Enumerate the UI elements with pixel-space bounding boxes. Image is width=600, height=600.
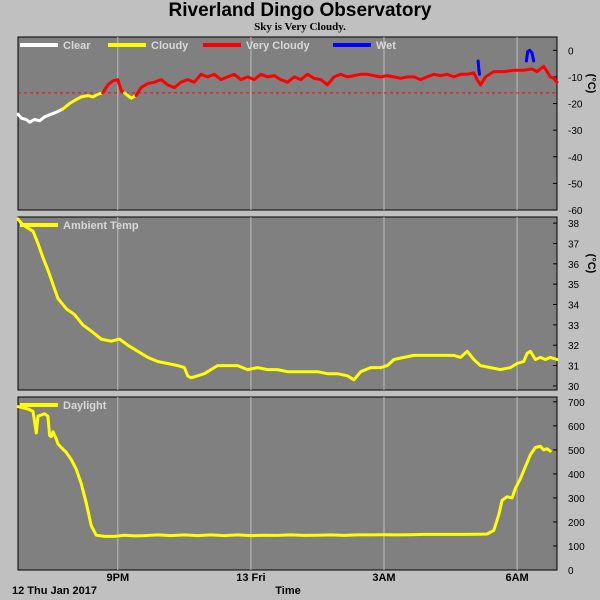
plot-area	[17, 36, 558, 211]
y-tick-label: 700	[568, 398, 585, 409]
plot-area	[17, 216, 558, 391]
legend-label: Wet	[376, 40, 396, 52]
y-axis-label: (°C)	[585, 254, 597, 274]
series-line-very-cloudy	[134, 64, 559, 98]
y-tick-label: -50	[568, 179, 583, 190]
series-line-ambient-temp	[16, 217, 559, 382]
chart-title: Riverland Dingo Observatory	[168, 0, 432, 21]
legend-label: Very Cloudy	[246, 40, 310, 52]
plot-area	[17, 396, 558, 571]
date-label: 12 Thu Jan 2017	[12, 585, 97, 597]
y-tick-label: 600	[568, 422, 585, 433]
legend-label: Clear	[63, 40, 91, 52]
y-tick-label: 36	[568, 260, 580, 271]
y-tick-label: 38	[568, 219, 580, 230]
chart-subtitle: Sky is Very Cloudy.	[254, 21, 346, 33]
y-tick-label: -10	[568, 73, 583, 84]
y-tick-label: 32	[568, 341, 580, 352]
series-line-cloudy	[123, 91, 138, 100]
y-tick-label: 35	[568, 280, 580, 291]
y-tick-label: 0	[568, 46, 574, 57]
legend-label: Cloudy	[151, 40, 189, 52]
series-line-clear	[16, 107, 65, 124]
y-tick-label: 31	[568, 362, 580, 373]
panel-sky: 0 -10 -20 -30 -40 -50 -60 (°C) Clear Cloudy Very C…	[16, 36, 597, 217]
y-tick-label: -30	[568, 126, 583, 137]
x-tick-label: 13 Fri	[236, 572, 265, 584]
series-line-very-cloudy	[101, 78, 126, 95]
x-tick-label: 3AM	[372, 572, 395, 584]
y-tick-label: 0	[568, 566, 574, 577]
y-tick-label: 33	[568, 321, 580, 332]
y-tick-label: -20	[568, 100, 583, 111]
y-tick-label: -60	[568, 206, 583, 217]
y-tick-label: -40	[568, 153, 583, 164]
y-axis-label: (°C)	[585, 74, 597, 94]
x-axis-label: Time	[275, 585, 301, 597]
y-tick-label: 100	[568, 542, 585, 553]
y-tick-label: 400	[568, 470, 585, 481]
series-line-daylight	[16, 405, 552, 538]
y-tick-label: 300	[568, 494, 585, 505]
y-tick-label: 34	[568, 301, 580, 312]
series-line-wet	[476, 59, 481, 76]
x-tick-label: 6AM	[505, 572, 528, 584]
panel-ambient: 30 31 32 33 34 35 36 37 38 (°C) Ambient Temp	[16, 216, 597, 393]
panel-daylight: 0 100 200 300 400 500 600 700 Daylight 9PM 13 Fri 3…	[16, 396, 585, 584]
y-tick-label: 200	[568, 518, 585, 529]
series-line-cloudy	[61, 91, 105, 111]
y-tick-label: 30	[568, 382, 580, 393]
series-line-wet	[524, 48, 536, 63]
legend-label: Daylight	[63, 400, 107, 412]
legend-label: Ambient Temp	[63, 220, 139, 232]
x-tick-label: 9PM	[107, 572, 130, 584]
y-tick-label: 500	[568, 446, 585, 457]
y-tick-label: 37	[568, 239, 580, 250]
